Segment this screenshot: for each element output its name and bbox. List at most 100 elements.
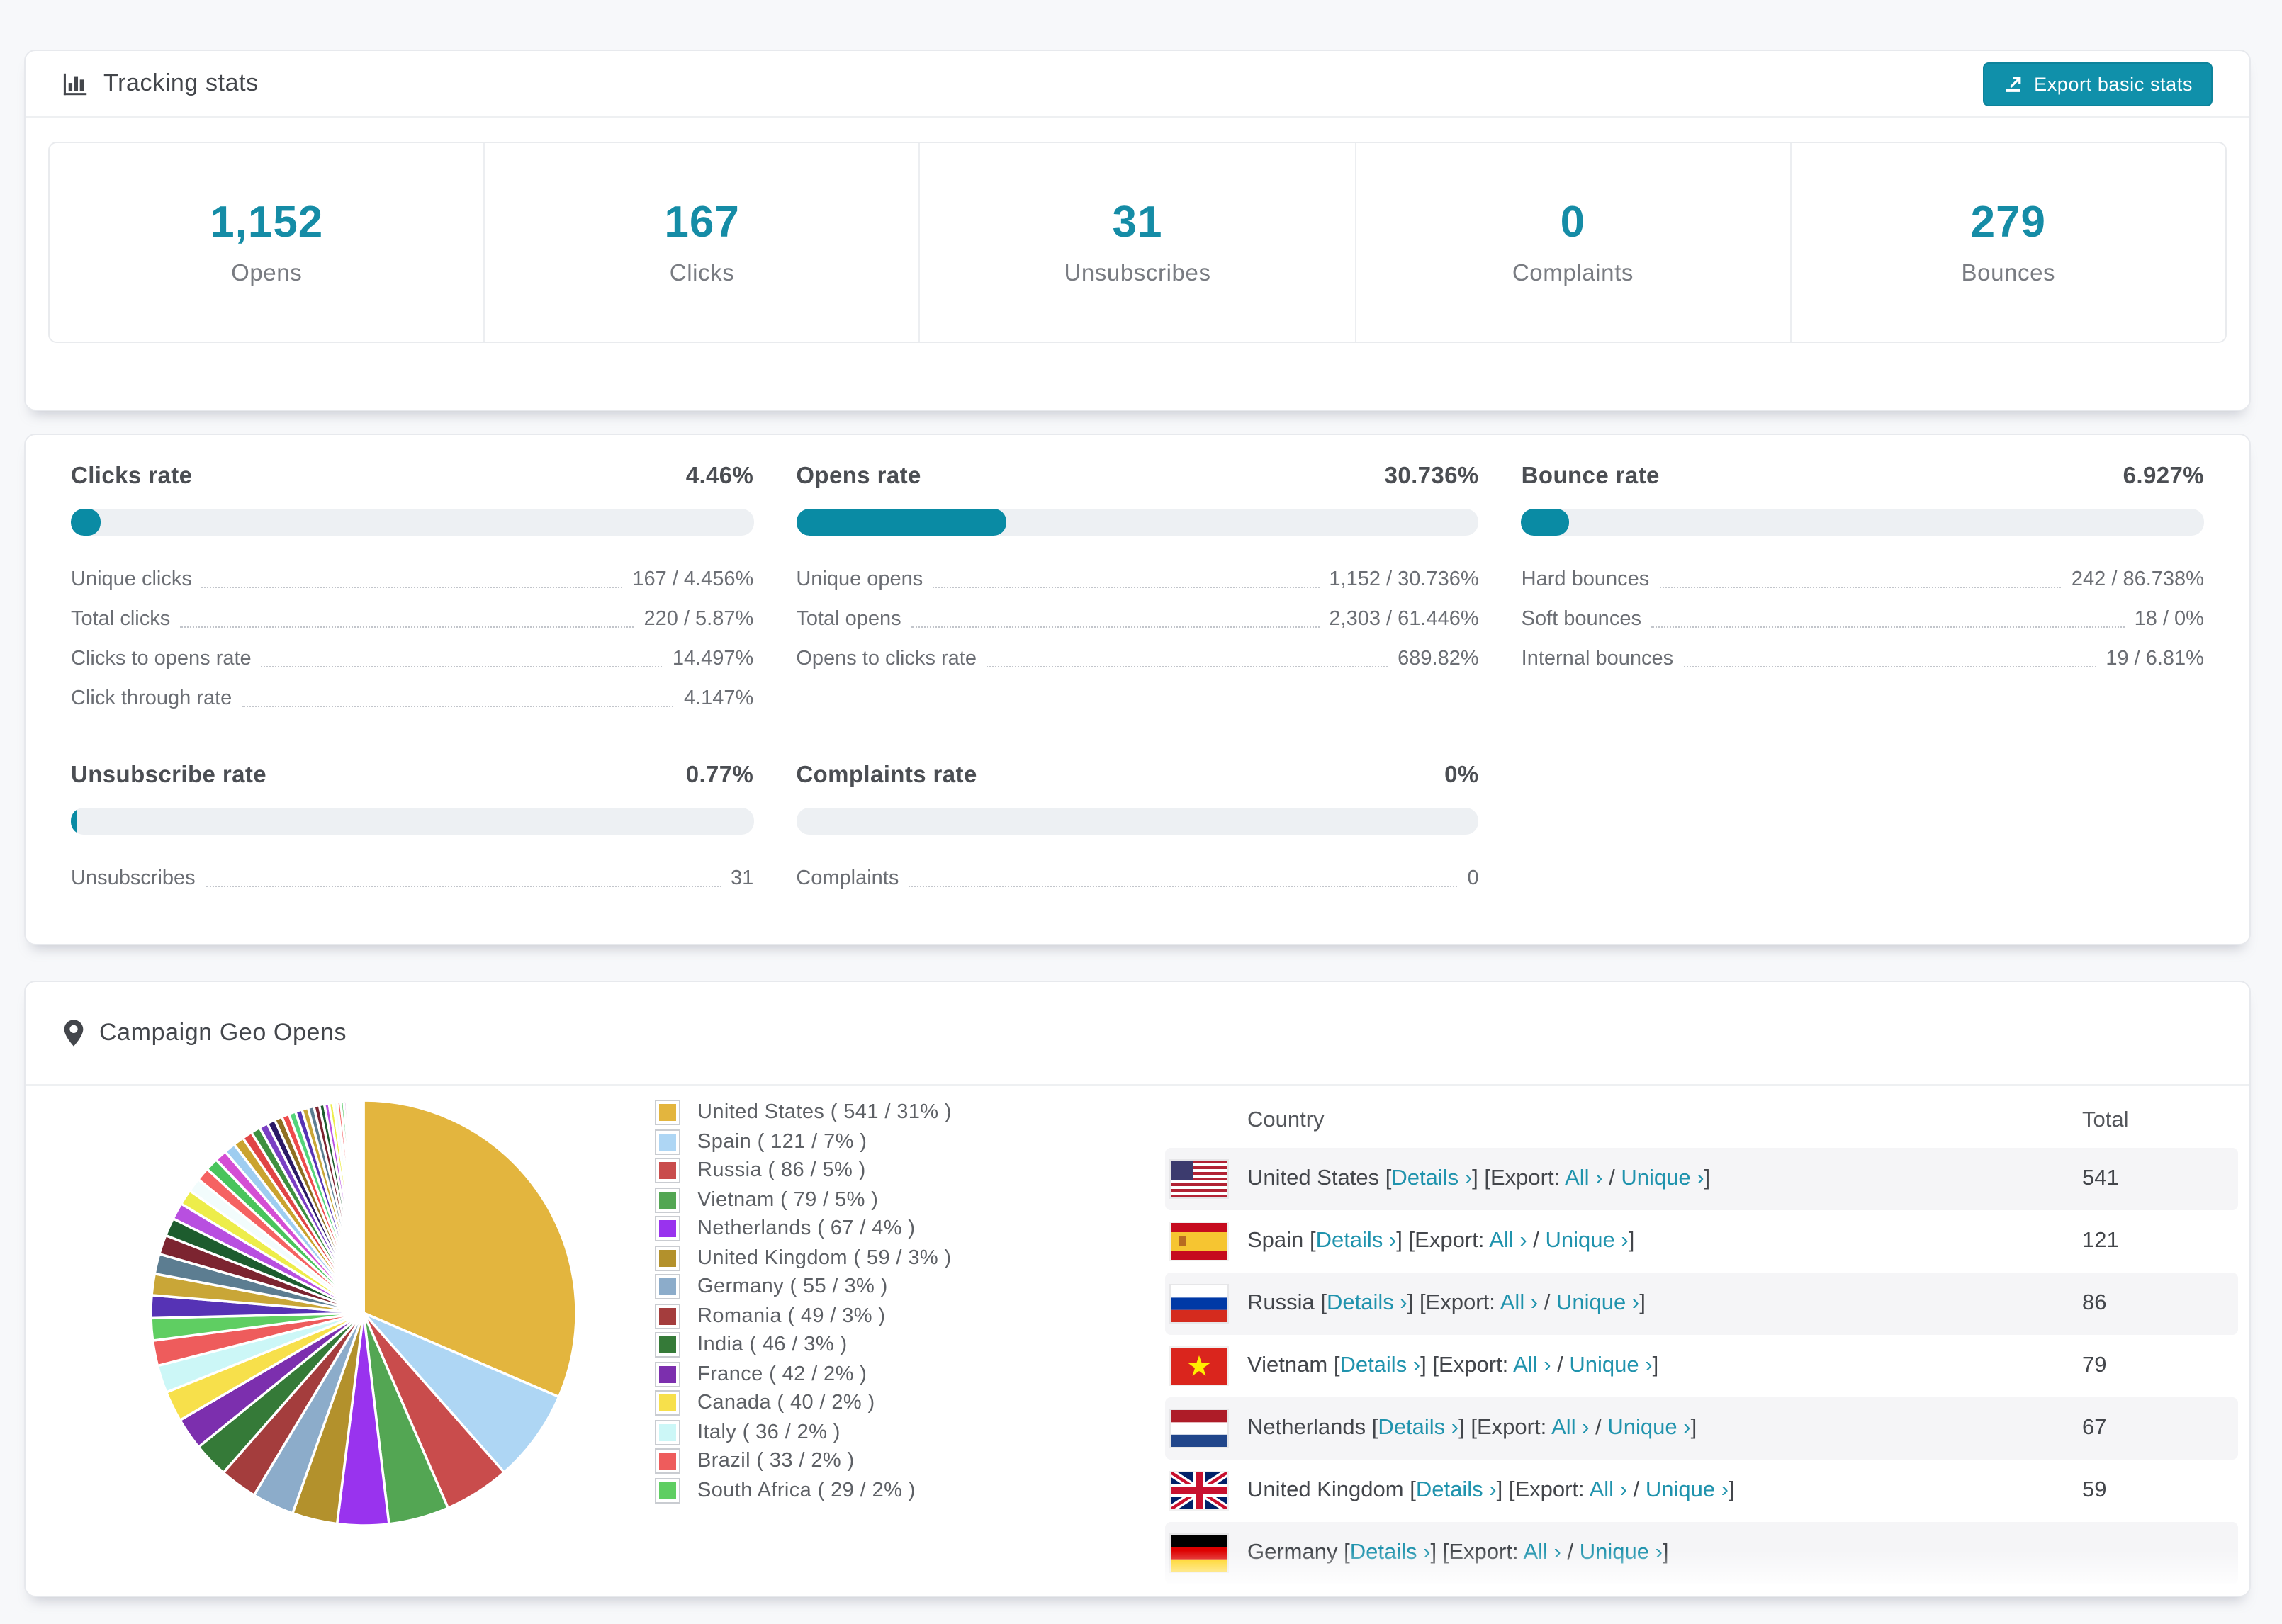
export-label: Export: <box>1439 1353 1509 1377</box>
rate-detail-value: 31 <box>731 867 754 890</box>
rate-detail-row: Unique opens 1,152 / 30.736% <box>796 567 1478 594</box>
geo-opens-body: United States ( 541 / 31% ) Spain ( 121 /… <box>26 1086 2249 1596</box>
legend-label: Netherlands ( 67 / 4% ) <box>697 1217 916 1241</box>
details-link[interactable]: Details › <box>1349 1540 1431 1564</box>
rate-value: 0% <box>1444 762 1479 788</box>
country-name: Spain <box>1247 1229 1304 1253</box>
stat-opens: 1,152 Opens <box>50 143 485 342</box>
legend-item-canada: Canada ( 40 / 2% ) <box>655 1390 952 1416</box>
legend-label: France ( 42 / 2% ) <box>697 1363 867 1386</box>
export-all-link[interactable]: All › <box>1589 1478 1627 1502</box>
export-all-link[interactable]: All › <box>1513 1353 1551 1377</box>
legend-item-brazil: Brazil ( 33 / 2% ) <box>655 1448 952 1474</box>
details-link[interactable]: Details › <box>1415 1478 1497 1502</box>
rate-detail-row: Soft bounces 18 / 0% <box>1522 607 2204 633</box>
table-row-de: Germany [Details ›] [Export: All › / Uni… <box>1165 1522 2238 1584</box>
legend-swatch <box>655 1100 680 1126</box>
rate-detail-label: Hard bounces <box>1521 568 1650 591</box>
rate-block-bounce-rate: Bounce rate 6.927% Hard bounces 242 / 86.73… <box>1521 463 2204 726</box>
country-cell: Russia [Details ›] [Export: All › / Uniq… <box>1247 1291 1646 1315</box>
rate-detail-value: 2,303 / 61.446% <box>1329 608 1479 631</box>
rate-block-complaints-rate: Complaints rate 0% Complaints 0 <box>796 762 1479 906</box>
geo-opens-header: Campaign Geo Opens <box>26 982 2249 1086</box>
export-unique-link[interactable]: Unique › <box>1569 1353 1653 1377</box>
export-unique-link[interactable]: Unique › <box>1556 1291 1640 1315</box>
page-title: Tracking stats <box>103 69 259 96</box>
rate-head: Clicks rate 4.46% <box>71 463 753 490</box>
stat-label: Clicks <box>669 261 735 286</box>
gb-flag-icon <box>1171 1472 1227 1509</box>
rate-value: 4.46% <box>685 463 754 489</box>
country-flag <box>1171 1161 1227 1197</box>
legend-label: India ( 46 / 3% ) <box>697 1333 848 1357</box>
geo-country-table: Country Total United States [Details ›] [E… <box>1165 1094 2238 1584</box>
table-row-us: United States [Details ›] [Export: All ›… <box>1165 1148 2238 1210</box>
legend-label: Germany ( 55 / 3% ) <box>697 1275 888 1299</box>
table-row-gb: United Kingdom [Details ›] [Export: All … <box>1165 1460 2238 1522</box>
dotted-leader <box>1683 666 2096 667</box>
details-link[interactable]: Details › <box>1327 1291 1407 1315</box>
dotted-leader <box>1659 587 2062 588</box>
stat-unsubscribes: 31 Unsubscribes <box>921 143 1356 342</box>
country-cell: Netherlands [Details ›] [Export: All › /… <box>1247 1416 1697 1440</box>
legend-swatch <box>655 1158 680 1184</box>
export-unique-link[interactable]: Unique › <box>1545 1229 1629 1253</box>
de-flag-icon <box>1171 1535 1227 1572</box>
stat-bounces: 279 Bounces <box>1792 143 2225 342</box>
rate-head: Unsubscribe rate 0.77% <box>71 762 753 789</box>
details-link[interactable]: Details › <box>1315 1229 1397 1253</box>
legend-label: Canada ( 40 / 2% ) <box>697 1392 875 1415</box>
export-label: Export: <box>1415 1229 1485 1253</box>
export-unique-link[interactable]: Unique › <box>1645 1478 1729 1502</box>
dotted-leader <box>261 666 663 667</box>
rate-block-unsubscribe-rate: Unsubscribe rate 0.77% Unsubscribes 31 <box>71 762 754 906</box>
rate-detail-row: Internal bounces 19 / 6.81% <box>1522 646 2204 673</box>
legend-item-spain: Spain ( 121 / 7% ) <box>655 1129 952 1155</box>
geo-opens-title: Campaign Geo Opens <box>99 1019 347 1046</box>
export-label: Export: <box>1449 1540 1519 1564</box>
legend-label: Romania ( 49 / 3% ) <box>697 1304 886 1328</box>
country-cell: United States [Details ›] [Export: All ›… <box>1247 1166 1711 1190</box>
export-all-link[interactable]: All › <box>1500 1291 1539 1315</box>
progress-bar <box>71 509 754 536</box>
export-all-link[interactable]: All › <box>1565 1166 1603 1190</box>
export-unique-link[interactable]: Unique › <box>1607 1416 1691 1440</box>
stat-value: 31 <box>1112 197 1163 247</box>
export-unique-link[interactable]: Unique › <box>1621 1166 1704 1190</box>
rate-detail-label: Total opens <box>796 608 901 631</box>
export-all-link[interactable]: All › <box>1551 1416 1590 1440</box>
details-link[interactable]: Details › <box>1391 1166 1473 1190</box>
country-cell: Germany [Details ›] [Export: All › / Uni… <box>1247 1540 1669 1564</box>
geo-table-header-row: Country Total <box>1165 1094 2238 1148</box>
map-pin-icon <box>62 1019 85 1047</box>
rate-head: Bounce rate 6.927% <box>1522 463 2204 490</box>
rate-detail-label: Click through rate <box>71 687 232 710</box>
rate-value: 6.927% <box>2123 463 2204 489</box>
country-name: Netherlands <box>1247 1416 1366 1440</box>
progress-bar-fill <box>71 509 101 536</box>
rate-detail-row: Clicks to opens rate 14.497% <box>71 646 753 673</box>
legend-swatch <box>655 1448 680 1474</box>
progress-bar <box>71 808 754 835</box>
legend-swatch <box>655 1245 680 1271</box>
dotted-leader <box>242 706 674 707</box>
rate-block-clicks-rate: Clicks rate 4.46% Unique clicks 167 / 4.456… <box>71 463 754 726</box>
legend-label: Spain ( 121 / 7% ) <box>697 1130 867 1154</box>
legend-item-south-africa: South Africa ( 29 / 2% ) <box>655 1477 952 1504</box>
legend-label: United Kingdom ( 59 / 3% ) <box>697 1246 952 1270</box>
export-unique-link[interactable]: Unique › <box>1579 1540 1663 1564</box>
rate-title: Bounce rate <box>1521 463 1660 489</box>
rate-detail-label: Soft bounces <box>1521 608 1641 631</box>
details-link[interactable]: Details › <box>1378 1416 1459 1440</box>
export-all-link[interactable]: All › <box>1523 1540 1561 1564</box>
stat-value: 1,152 <box>210 197 324 247</box>
details-link[interactable]: Details › <box>1339 1353 1421 1377</box>
tracking-stats-card: Tracking stats Export basic stats 1,152 O… <box>24 50 2251 411</box>
country-flag <box>1171 1535 1227 1572</box>
country-name: Germany <box>1247 1540 1338 1564</box>
progress-bar-fill <box>71 808 77 835</box>
export-basic-stats-button[interactable]: Export basic stats <box>1983 62 2213 106</box>
rate-value: 30.736% <box>1384 463 1479 489</box>
export-all-link[interactable]: All › <box>1489 1229 1527 1253</box>
